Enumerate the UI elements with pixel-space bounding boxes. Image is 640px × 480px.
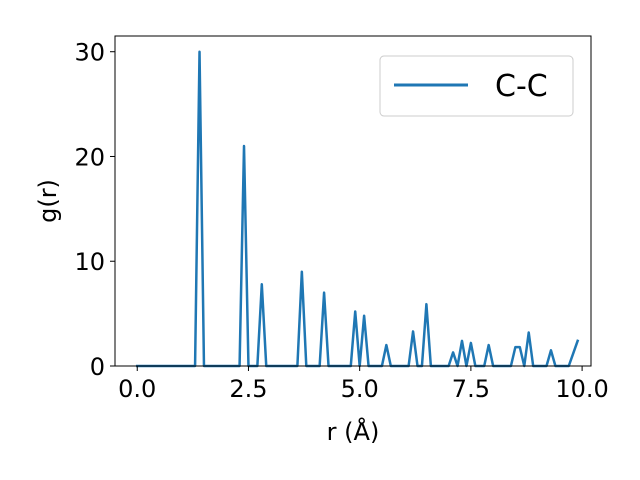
y-tick-label: 30 [74, 39, 105, 67]
x-tick-label: 7.5 [452, 375, 490, 403]
legend-box [379, 55, 574, 117]
y-tick-label: 0 [90, 353, 105, 381]
y-tick-label: 10 [74, 248, 105, 276]
axes-frame [114, 35, 592, 367]
x-tick-label: 0.0 [118, 375, 156, 403]
x-tick-label: 2.5 [229, 375, 267, 403]
axes: 0.0 2.5 5.0 7.5 10.0 0 10 20 30 [74, 35, 609, 403]
x-tick-label: 5.0 [341, 375, 379, 403]
x-axis-label: r (Å) [327, 417, 380, 446]
legend-label-c-c: C-C [495, 69, 548, 104]
x-tick-label: 10.0 [555, 375, 608, 403]
legend: C-C [379, 55, 574, 117]
y-axis-label: g(r) [34, 179, 62, 223]
y-tick-label: 20 [74, 143, 105, 171]
